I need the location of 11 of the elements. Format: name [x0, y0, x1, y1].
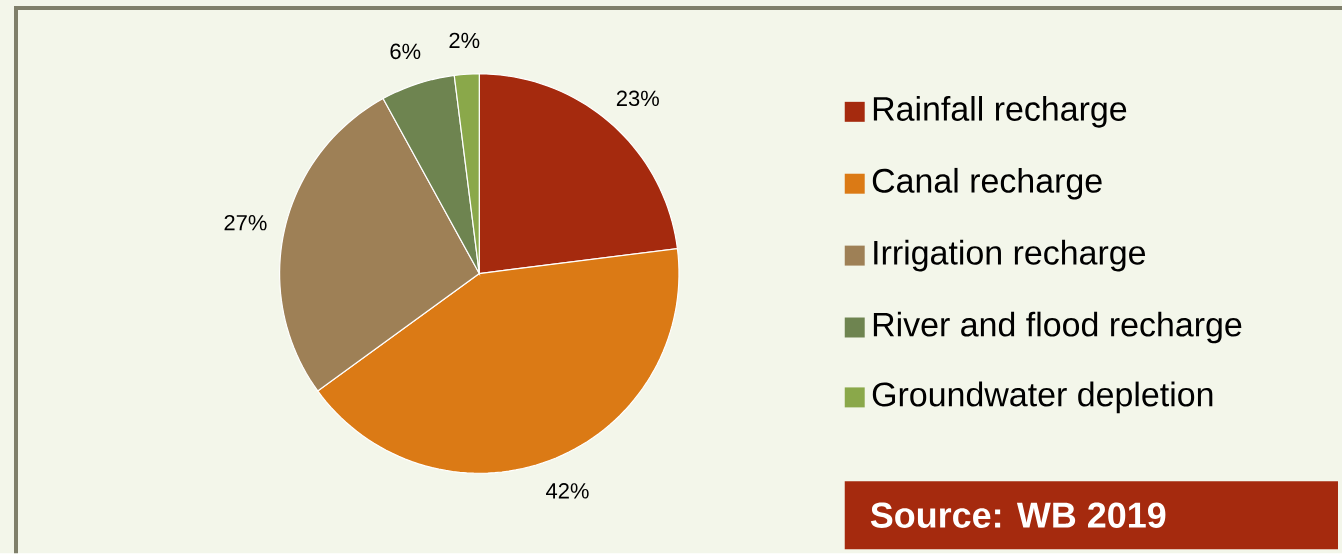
legend-label: Rainfall recharge	[873, 95, 1127, 128]
data-label: 23%	[616, 90, 659, 107]
legend-label: Groundwater depletion	[872, 381, 1213, 414]
legend-label: Irrigation recharge	[874, 239, 1146, 272]
data-label: 27%	[224, 214, 267, 231]
legend-label: River and flood recharge	[873, 311, 1242, 344]
source-note: Source: WB 2019	[870, 502, 1166, 528]
data-label: 6%	[390, 43, 421, 60]
data-label: 2%	[449, 32, 480, 49]
legend-label: Canal recharge	[872, 167, 1102, 200]
data-label: 42%	[546, 483, 589, 499]
